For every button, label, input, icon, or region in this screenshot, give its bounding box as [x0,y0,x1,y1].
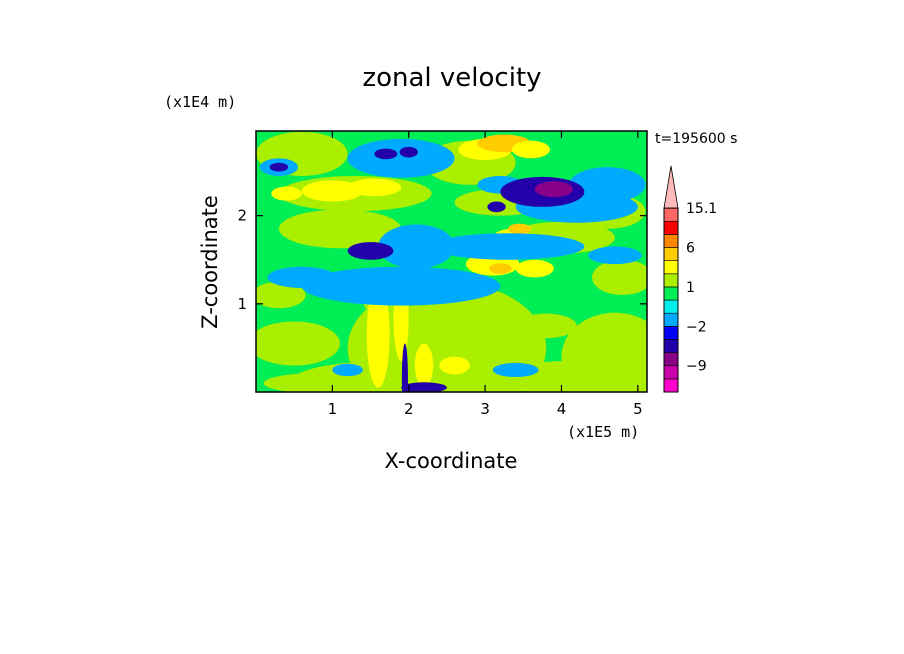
field-region [366,281,390,388]
colorbar-band [663,352,679,367]
field-region [301,180,363,202]
field-region [332,363,363,377]
field-region [592,259,647,296]
field-region [488,263,512,274]
colorbar-band [663,365,679,380]
field-region [515,313,577,339]
colorbar: 15.1 6 1 −2 −9 [663,165,717,393]
colorbar-band [663,207,679,222]
field-region [401,382,447,392]
colorbar-band [663,286,679,301]
field-region [347,242,394,260]
field-region [269,162,289,172]
colorbar-tick-label: 6 [686,241,695,257]
field-region [588,246,642,265]
x-tick-label: 1 [328,400,338,418]
field-region [301,266,501,306]
colorbar-band [663,234,679,248]
y-tick-label: 1 [237,295,247,313]
field-region [263,372,386,392]
time-label: t=195600 s [655,131,737,147]
chart-title: zonal velocity [362,63,541,93]
colorbar-band [663,220,679,235]
colorbar-band [663,326,679,340]
heatmap-field [256,131,647,392]
colorbar-tick-label: 1 [686,280,695,296]
field-region [492,362,539,378]
colorbar-extend-arrow [663,165,679,209]
colorbar-band [663,339,679,353]
y-tick-label: 2 [237,207,247,225]
field-region [515,259,554,278]
field-region [374,148,398,160]
y-axis-label: Z-coordinate [198,195,222,329]
field-region [414,343,434,388]
axes: 1 2 3 4 5 1 2 [237,131,647,418]
field-region [431,233,585,260]
colorbar-band [663,273,679,288]
x-scale-label: (x1E5 m) [567,423,639,441]
field-region [401,343,408,392]
colorbar-band [663,378,679,393]
colorbar-band [663,312,679,327]
colorbar-tick-label: 15.1 [686,201,717,217]
x-tick-label: 3 [480,400,490,418]
field-region [534,181,573,198]
colorbar-tick-label: −2 [686,319,707,335]
field-region [378,224,455,269]
field-region [511,140,551,159]
field-region [271,186,302,201]
field-region [256,281,306,309]
colorbar-band [663,260,679,275]
field-region [267,266,337,288]
field-region [399,146,418,158]
field-region [347,138,455,178]
x-tick-label: 2 [404,400,414,418]
field-region [278,209,402,249]
field-region [256,321,340,366]
field-region [508,223,531,235]
field-region [439,356,470,375]
x-tick-label: 4 [557,400,567,418]
field-region [347,178,402,197]
colorbar-tick-label: −9 [686,359,707,375]
colorbar-band [663,299,679,314]
colorbar-band [663,247,679,261]
plot-frame [255,130,648,393]
x-tick-label: 5 [633,400,643,418]
x-axis-label: X-coordinate [385,449,518,473]
y-scale-label: (x1E4 m) [164,93,236,111]
field-region [487,201,506,213]
colorbar-outline [663,207,679,393]
